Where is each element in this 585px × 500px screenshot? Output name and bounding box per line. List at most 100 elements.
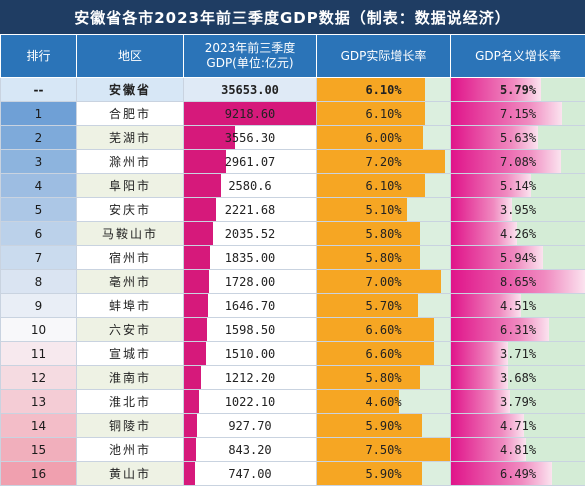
- gdp-value: 9218.60: [224, 106, 276, 121]
- gdp-value: 927.70: [228, 418, 272, 433]
- gdp-cell: 1646.70: [183, 293, 317, 318]
- gdp-cell: 2035.52: [183, 221, 317, 246]
- nominal-growth-bar: [451, 390, 510, 413]
- nominal-growth-cell: 7.15%: [450, 101, 585, 126]
- real-growth-value: 5.70%: [365, 298, 402, 313]
- nominal-growth-value: 3.71%: [499, 346, 537, 361]
- nominal-growth-value: 7.08%: [499, 154, 537, 169]
- province-total-row: -- 安徽省 35653.00 6.10% 5.79%: [0, 77, 585, 102]
- nominal-growth-cell: 6.31%: [450, 317, 585, 342]
- nominal-growth-cell: 7.08%: [450, 149, 585, 174]
- gdp-cell: 2221.68: [183, 197, 317, 222]
- header-gdp: 2023年前三季度GDP(单位:亿元): [183, 34, 317, 78]
- gdp-value: 1646.70: [224, 298, 276, 313]
- rank-cell: 5: [0, 197, 77, 222]
- real-growth-value: 6.00%: [365, 130, 402, 145]
- nominal-growth-cell: 5.14%: [450, 173, 585, 198]
- nominal-growth-bar: [451, 366, 508, 389]
- nominal-growth-value: 5.63%: [499, 130, 537, 145]
- nominal-growth-value: 6.49%: [499, 466, 537, 481]
- gdp-bar: [184, 270, 209, 293]
- nominal-growth-cell: 5.79%: [450, 77, 585, 102]
- real-growth-bar: [317, 78, 426, 101]
- gdp-table: 排行 地区 2023年前三季度GDP(单位:亿元) GDP实际增长率 GDP名义…: [0, 34, 585, 486]
- rank-cell: 4: [0, 173, 77, 198]
- gdp-value: 1510.00: [224, 346, 276, 361]
- gdp-bar: [184, 342, 206, 365]
- gdp-bar: [184, 174, 221, 197]
- gdp-value: 35653.00: [221, 82, 279, 97]
- region-cell: 安徽省: [76, 77, 184, 102]
- header-rank: 排行: [0, 34, 77, 78]
- region-cell: 铜陵市: [76, 413, 184, 438]
- nominal-growth-value: 3.79%: [499, 394, 537, 409]
- gdp-value: 1598.50: [224, 322, 276, 337]
- real-growth-bar: [317, 246, 420, 269]
- rank-cell: 6: [0, 221, 77, 246]
- rank-cell: 14: [0, 413, 77, 438]
- gdp-cell: 3556.30: [183, 125, 317, 150]
- gdp-cell: 1212.20: [183, 365, 317, 390]
- region-cell: 淮北市: [76, 389, 184, 414]
- nominal-growth-value: 4.81%: [499, 442, 537, 457]
- gdp-cell: 2961.07: [183, 149, 317, 174]
- gdp-cell: 927.70: [183, 413, 317, 438]
- nominal-growth-cell: 5.94%: [450, 245, 585, 270]
- region-cell: 芜湖市: [76, 125, 184, 150]
- real-growth-value: 5.80%: [365, 250, 402, 265]
- gdp-bar: [184, 198, 216, 221]
- real-growth-cell: 6.10%: [316, 173, 451, 198]
- real-growth-cell: 5.80%: [316, 365, 451, 390]
- gdp-value: 1728.00: [224, 274, 276, 289]
- real-growth-value: 4.60%: [365, 394, 402, 409]
- rank-cell: 10: [0, 317, 77, 342]
- gdp-bar: [184, 438, 197, 461]
- gdp-cell: 35653.00: [183, 77, 317, 102]
- real-growth-value: 7.00%: [365, 274, 402, 289]
- gdp-bar: [184, 222, 214, 245]
- table-row: 12 淮南市 1212.20 5.80% 3.68%: [0, 365, 585, 390]
- real-growth-cell: 6.60%: [316, 341, 451, 366]
- region-cell: 蚌埠市: [76, 293, 184, 318]
- nominal-growth-value: 3.95%: [499, 202, 537, 217]
- nominal-growth-value: 5.14%: [499, 178, 537, 193]
- gdp-cell: 1022.10: [183, 389, 317, 414]
- nominal-growth-bar: [451, 78, 541, 101]
- nominal-growth-bar: [451, 270, 585, 293]
- real-growth-value: 5.80%: [365, 226, 402, 241]
- table-row: 7 宿州市 1835.00 5.80% 5.94%: [0, 245, 585, 270]
- real-growth-value: 6.60%: [365, 322, 402, 337]
- gdp-cell: 9218.60: [183, 101, 317, 126]
- real-growth-bar: [317, 150, 445, 173]
- real-growth-bar: [317, 102, 426, 125]
- rank-cell: --: [0, 77, 77, 102]
- real-growth-cell: 7.50%: [316, 437, 451, 462]
- nominal-growth-cell: 4.26%: [450, 221, 585, 246]
- gdp-cell: 1835.00: [183, 245, 317, 270]
- gdp-bar: [184, 294, 208, 317]
- nominal-growth-bar: [451, 414, 524, 437]
- real-growth-cell: 4.60%: [316, 389, 451, 414]
- rank-cell: 15: [0, 437, 77, 462]
- gdp-value: 1835.00: [224, 250, 276, 265]
- rank-cell: 12: [0, 365, 77, 390]
- gdp-cell: 1728.00: [183, 269, 317, 294]
- gdp-cell: 843.20: [183, 437, 317, 462]
- real-growth-cell: 6.10%: [316, 101, 451, 126]
- region-cell: 阜阳市: [76, 173, 184, 198]
- region-cell: 淮南市: [76, 365, 184, 390]
- real-growth-bar: [317, 318, 435, 341]
- region-cell: 马鞍山市: [76, 221, 184, 246]
- table-row: 6 马鞍山市 2035.52 5.80% 4.26%: [0, 221, 585, 246]
- rank-cell: 7: [0, 245, 77, 270]
- gdp-bar: [184, 246, 211, 269]
- gdp-bar: [184, 102, 316, 125]
- nominal-growth-bar: [451, 102, 562, 125]
- gdp-value: 843.20: [228, 442, 272, 457]
- gdp-bar: [184, 366, 202, 389]
- real-growth-cell: 5.80%: [316, 221, 451, 246]
- gdp-value: 1212.20: [224, 370, 276, 385]
- real-growth-bar: [317, 198, 408, 221]
- table-body: -- 安徽省 35653.00 6.10% 5.79% 1 合肥市 9218.60 6.10% 7…: [0, 77, 585, 486]
